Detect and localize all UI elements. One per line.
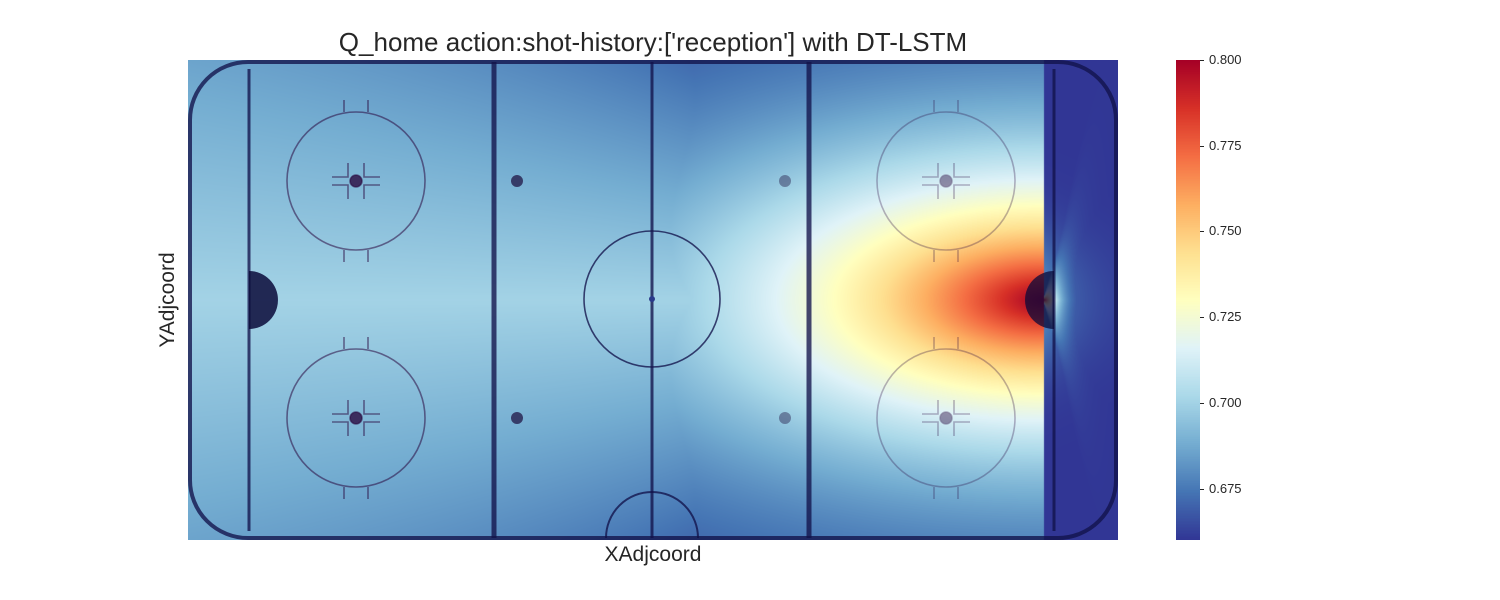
colorbar [1176, 60, 1200, 540]
colorbar-tick-mark [1200, 317, 1204, 318]
colorbar-tick-mark [1200, 231, 1204, 232]
left-goal-crease [249, 271, 278, 329]
faceoff-circle [286, 100, 426, 262]
neutral-dot [511, 412, 523, 424]
referee-crease [605, 491, 699, 539]
colorbar-tick-mark [1200, 403, 1204, 404]
chart-title: Q_home action:shot-history:['reception']… [338, 27, 968, 57]
colorbar-tick-label: 0.725 [1209, 309, 1242, 324]
rink-boards [188, 60, 1118, 540]
neutral-dot [779, 412, 791, 424]
colorbar-tick-label: 0.775 [1209, 138, 1242, 153]
colorbar-tick-mark [1200, 146, 1204, 147]
y-axis-label: YAdjcoord [156, 252, 179, 348]
x-axis-label: XAdjcoord [604, 543, 702, 566]
neutral-dot [511, 175, 523, 187]
colorbar-tick-mark [1200, 60, 1204, 61]
colorbar-ticks: 0.675 0.700 0.725 0.750 0.775 0.800 [1200, 52, 1280, 540]
plot-area [188, 60, 1118, 540]
right-goal-crease [1025, 271, 1054, 329]
colorbar-tick-label: 0.700 [1209, 395, 1242, 410]
center-circle [583, 230, 721, 368]
colorbar-tick-label: 0.750 [1209, 223, 1242, 238]
colorbar-tick-label: 0.675 [1209, 481, 1242, 496]
neutral-dot [779, 175, 791, 187]
colorbar-tick-label: 0.800 [1209, 52, 1242, 67]
rink-diagram [188, 60, 1118, 540]
faceoff-circle [286, 337, 426, 499]
colorbar-tick-mark [1200, 489, 1204, 490]
faceoff-circle [876, 337, 1016, 499]
faceoff-circle [876, 100, 1016, 262]
center-dot [649, 296, 655, 302]
